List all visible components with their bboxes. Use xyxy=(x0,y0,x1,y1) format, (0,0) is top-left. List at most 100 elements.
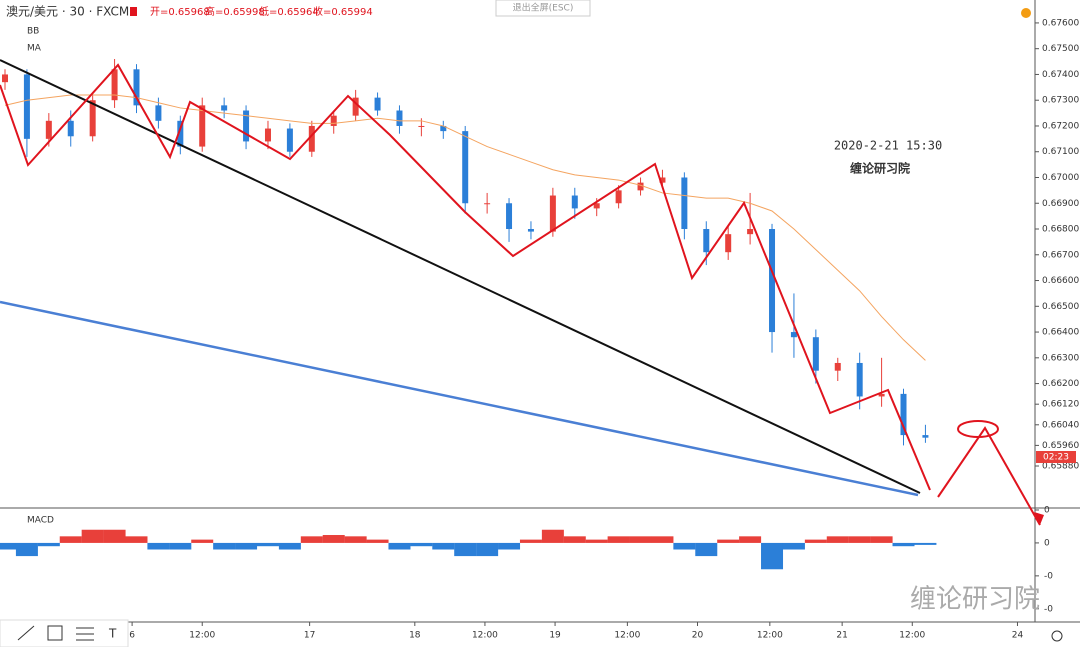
macd-bar xyxy=(432,542,455,550)
macd-bar xyxy=(15,542,38,557)
candle-body xyxy=(571,195,578,209)
candle-body xyxy=(2,74,8,83)
candle-body xyxy=(89,100,96,137)
macd-bar xyxy=(388,542,411,550)
macd-bar xyxy=(300,536,323,543)
trend-line-blue xyxy=(0,300,919,497)
macd-bar xyxy=(169,542,192,550)
y-tick-label: 0.66300 xyxy=(1042,353,1079,363)
macd-bar xyxy=(585,539,608,543)
alert-icon[interactable] xyxy=(1021,8,1031,18)
close-value: 收=0.65994 xyxy=(313,5,373,18)
macd-bar xyxy=(498,542,521,550)
macd-bar xyxy=(629,536,652,543)
candle-body xyxy=(593,203,600,209)
y-tick-label: 0.66120 xyxy=(1042,400,1079,410)
candle-body xyxy=(133,69,140,106)
candle-body xyxy=(199,105,206,147)
macd-bar xyxy=(826,536,849,543)
macd-bar xyxy=(213,542,236,550)
exit-label[interactable]: 退出全屏(ESC) xyxy=(513,2,574,14)
macd-bar xyxy=(81,529,104,543)
candle-body xyxy=(286,128,293,152)
y-tick-label: 0.65880 xyxy=(1042,462,1079,472)
rect-tool[interactable] xyxy=(47,625,63,641)
y2-tick-label: -0 xyxy=(1044,571,1053,581)
macd-bar xyxy=(717,539,740,543)
y-tick-label: 0.66900 xyxy=(1042,199,1079,209)
macd-bar xyxy=(782,542,805,550)
projection-arrow xyxy=(937,426,1041,526)
candle-body xyxy=(177,120,184,147)
candle-body xyxy=(637,182,644,191)
x-tick-label: 12:00 xyxy=(899,631,925,641)
macd-bar xyxy=(914,542,937,545)
candle-body xyxy=(264,128,271,142)
candle-body xyxy=(462,131,469,204)
low-value: 低=0.65964 xyxy=(259,5,319,18)
macd-bar xyxy=(344,536,367,543)
macd-bar xyxy=(761,542,784,570)
x-tick-label: 20 xyxy=(692,631,704,641)
annotation-date: 2020-2-21 15:30 xyxy=(834,139,942,153)
candle-body xyxy=(243,110,250,142)
exit-button[interactable] xyxy=(495,0,591,17)
macd-bar xyxy=(410,542,433,547)
arrow-head xyxy=(1034,512,1044,525)
candle-body xyxy=(812,337,819,371)
candle-body xyxy=(878,393,885,397)
trend-line-black xyxy=(0,59,921,494)
x-tick-label: 6 xyxy=(129,631,135,641)
candle-body xyxy=(703,229,710,253)
macd-bar xyxy=(278,542,301,550)
watermark: 缠论研习院 xyxy=(910,585,1040,615)
line-tool[interactable] xyxy=(17,625,35,641)
macd-bar xyxy=(125,536,148,543)
candle-body xyxy=(681,177,688,230)
x-tick-label: 17 xyxy=(304,631,315,641)
candle-body xyxy=(330,115,337,126)
candle-body xyxy=(484,203,491,205)
y-tick-label: 0.67000 xyxy=(1042,173,1079,183)
macd-bar xyxy=(848,536,871,543)
text-tool[interactable]: T xyxy=(108,627,117,641)
candle-body xyxy=(856,362,863,397)
settings-icon[interactable] xyxy=(1051,630,1063,642)
macd-bar xyxy=(892,542,915,547)
indicator-ma[interactable]: MA xyxy=(27,44,42,54)
candle-body xyxy=(23,74,30,139)
price-tag: 02:23 xyxy=(1043,453,1069,463)
x-tick-label: 12:00 xyxy=(614,631,640,641)
macd-bar xyxy=(695,542,718,557)
macd-bar xyxy=(0,542,16,550)
x-tick-label: 12:00 xyxy=(189,631,215,641)
macd-bar xyxy=(37,542,60,547)
y2-tick-label: 0 xyxy=(1044,505,1050,515)
x-tick-label: 21 xyxy=(836,631,847,641)
macd-bar xyxy=(454,542,477,557)
price-tag-box xyxy=(1036,451,1076,463)
candle-body xyxy=(615,190,622,204)
indicator-bb[interactable]: BB xyxy=(27,27,39,37)
y-tick-label: 0.66400 xyxy=(1042,328,1079,338)
high-value: 高=0.65998 xyxy=(205,5,265,18)
y-tick-label: 0.67500 xyxy=(1042,44,1079,54)
macd-bar xyxy=(147,542,170,550)
candle-body xyxy=(527,229,534,232)
candle-body xyxy=(352,97,359,116)
y-tick-label: 0.66200 xyxy=(1042,379,1079,389)
macd-bar xyxy=(519,539,542,543)
ma-line xyxy=(4,94,926,361)
y-tick-label: 0.67400 xyxy=(1042,70,1079,80)
macd-bar xyxy=(804,539,827,543)
y2-tick-label: 0 xyxy=(1044,538,1050,548)
y-tick-label: 0.67600 xyxy=(1042,18,1079,28)
macd-label[interactable]: MACD xyxy=(27,516,54,526)
macd-bar xyxy=(870,536,893,543)
macd-bar xyxy=(256,542,279,547)
macd-bar xyxy=(651,536,674,543)
macd-bar xyxy=(739,536,762,543)
y-tick-label: 0.67200 xyxy=(1042,121,1079,131)
x-tick-label: 18 xyxy=(409,631,421,641)
